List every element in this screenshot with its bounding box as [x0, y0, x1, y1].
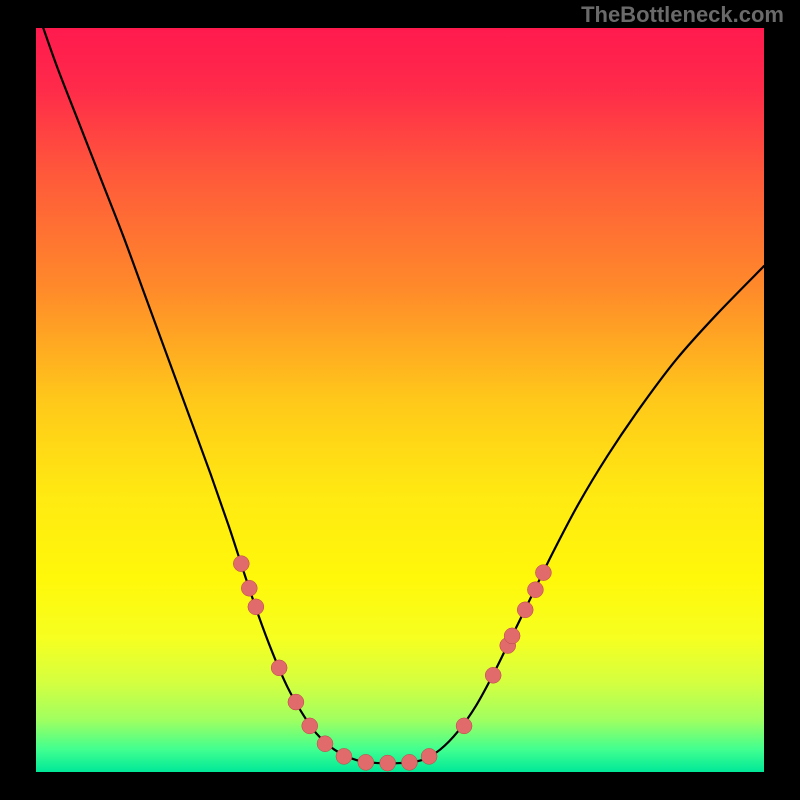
data-marker [271, 660, 287, 676]
watermark-text: TheBottleneck.com [581, 2, 784, 28]
bottleneck-curve [43, 28, 764, 763]
data-marker [358, 754, 374, 770]
data-marker [248, 599, 264, 615]
data-marker [336, 748, 352, 764]
data-marker [456, 718, 472, 734]
data-marker [535, 565, 551, 581]
data-marker [527, 582, 543, 598]
data-marker [401, 754, 417, 770]
data-marker [380, 755, 396, 771]
data-marker [517, 602, 533, 618]
data-marker [485, 667, 501, 683]
chart-stage: TheBottleneck.com [0, 0, 800, 800]
data-marker [504, 628, 520, 644]
data-marker [233, 556, 249, 572]
data-marker [288, 694, 304, 710]
data-marker [317, 736, 333, 752]
data-marker [421, 748, 437, 764]
curve-layer [0, 0, 800, 800]
data-marker [241, 580, 257, 596]
data-marker [302, 718, 318, 734]
